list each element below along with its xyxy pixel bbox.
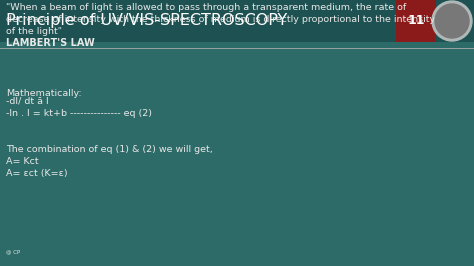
Text: "When a beam of light is allowed to pass through a transparent medium, the rate : "When a beam of light is allowed to pass… [6,3,435,36]
Text: Mathematically:: Mathematically: [6,89,82,98]
Text: @ CP: @ CP [6,249,20,254]
Text: The combination of eq (1) & (2) we will get,: The combination of eq (1) & (2) we will … [6,145,213,154]
Text: A= Kct
A= εct (K=ε): A= Kct A= εct (K=ε) [6,157,68,178]
Text: Principle of UV/VIS-SPECTROSCOPY: Principle of UV/VIS-SPECTROSCOPY [6,14,287,28]
Bar [0,0,474,42]
Text: 11: 11 [407,15,425,27]
Text: LAMBERT'S LAW: LAMBERT'S LAW [6,38,95,48]
Circle shape [435,4,469,38]
Bar [396,0,436,42]
Text: -dI/ dt ā I
-ln . I = kt+b --------------- eq (2): -dI/ dt ā I -ln . I = kt+b -------------… [6,97,152,118]
Circle shape [432,1,472,41]
